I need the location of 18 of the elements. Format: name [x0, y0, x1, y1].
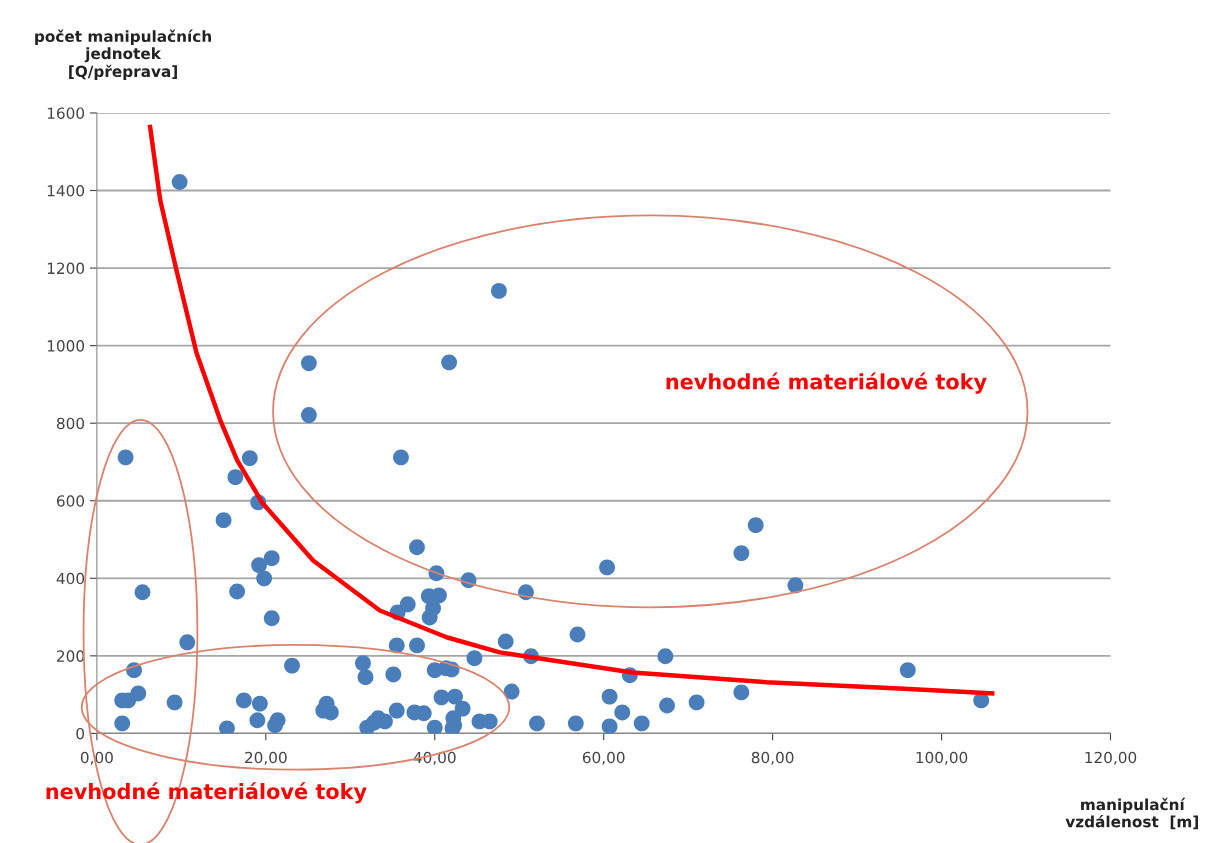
- y-axis-title: počet manipulačních jednotek [Q/přeprava]: [35, 29, 211, 81]
- y-tick-label: 0: [76, 727, 85, 740]
- y-tick-label: 600: [56, 495, 85, 507]
- x-axis-title: manipulační vzdálenost [m]: [1065, 797, 1198, 830]
- y-tick-label: 1400: [47, 184, 85, 197]
- annotation: nevhodné materiálové toky: [666, 372, 987, 394]
- x-tick-label: 40,00: [413, 751, 456, 765]
- x-tick-label: 120,00: [1085, 751, 1137, 765]
- y-tick-label: 400: [56, 572, 85, 585]
- y-tick-label: 1000: [47, 340, 85, 352]
- line-series: [147, 124, 995, 696]
- y-tick-label: 1600: [47, 107, 85, 119]
- y-tick-label: 1200: [47, 262, 85, 275]
- y-tick-label: 800: [56, 417, 85, 430]
- x-tick-label: 100,00: [916, 751, 968, 765]
- x-tick-label: 60,00: [582, 751, 625, 765]
- x-tick-label: 80,00: [751, 751, 794, 765]
- x-tick-label: 20,00: [245, 751, 287, 765]
